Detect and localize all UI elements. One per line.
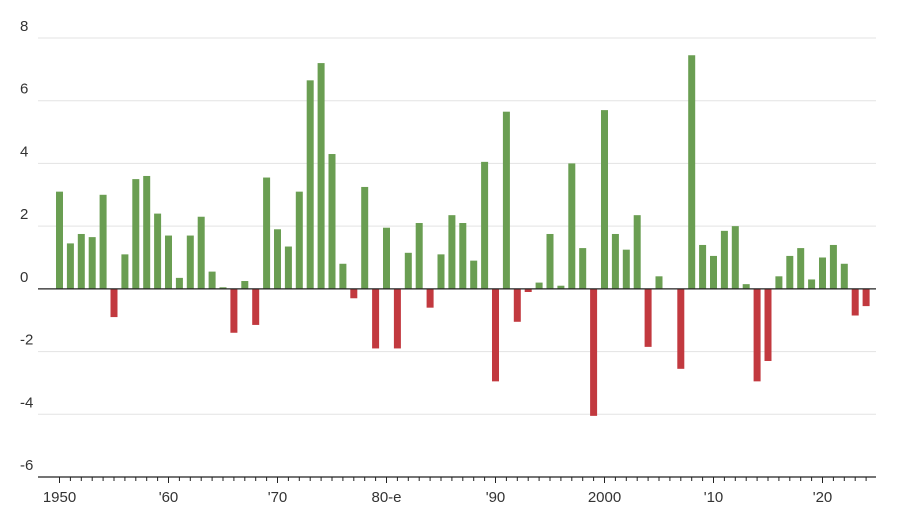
x-tick-label: '90 <box>486 489 506 506</box>
bar-1987 <box>459 223 467 289</box>
bar-1979 <box>372 288 380 349</box>
bar-1960 <box>165 235 172 289</box>
grid-lines <box>38 37 876 478</box>
x-axis: 1950 '60 '70 80-e '90 2000 '10 '20 <box>38 288 876 506</box>
bar-1995 <box>546 233 554 289</box>
bar-2021 <box>829 244 837 289</box>
bar-2003 <box>633 215 641 289</box>
bar-1986 <box>448 215 456 289</box>
bar-1971 <box>284 246 292 289</box>
bar-1968 <box>252 288 260 325</box>
bar-1958 <box>143 175 151 289</box>
bar-1984 <box>426 288 434 308</box>
bar-1997 <box>568 163 576 289</box>
bar-2000 <box>601 110 608 289</box>
bar-2019 <box>808 279 816 289</box>
bar-1969 <box>263 177 271 289</box>
bar-1951 <box>66 243 74 289</box>
bar-2011 <box>720 230 728 289</box>
bar-1963 <box>197 216 205 289</box>
bar-1980 <box>383 227 390 289</box>
bar-2020 <box>819 257 826 289</box>
bar-1976 <box>339 263 347 289</box>
x-tick-label: '60 <box>159 489 179 506</box>
bar-2024 <box>862 288 870 307</box>
bar-1977 <box>350 288 358 299</box>
bar-1962 <box>186 235 194 289</box>
bar-1988 <box>470 260 478 289</box>
x-tick-label: '70 <box>268 489 288 506</box>
y-tick-label: 6 <box>20 81 28 98</box>
bar-1982 <box>404 252 412 289</box>
bar-2014 <box>753 288 761 382</box>
bar-2016 <box>775 276 783 289</box>
bars <box>56 55 870 416</box>
bar-2008 <box>688 55 696 289</box>
bar-1990 <box>492 288 499 382</box>
bar-2001 <box>611 233 619 289</box>
bar-1953 <box>88 237 96 289</box>
bar-2022 <box>840 263 848 289</box>
bar-1964 <box>208 271 216 289</box>
bar-1992 <box>513 288 521 322</box>
y-tick-label: 0 <box>20 269 28 286</box>
y-tick-label: 4 <box>20 143 28 160</box>
bar-2018 <box>797 248 805 289</box>
bar-2005 <box>655 276 663 289</box>
bar-2013 <box>742 284 750 289</box>
bar-2004 <box>644 288 652 347</box>
bar-1998 <box>579 248 587 289</box>
y-tick-label: -2 <box>20 332 33 349</box>
bar-2007 <box>677 288 685 369</box>
y-axis-labels: 8 6 4 2 0 -2 -4 -6 <box>20 18 33 474</box>
bar-1952 <box>77 233 85 289</box>
x-tick-label: '20 <box>813 489 833 506</box>
bar-1966 <box>230 288 238 333</box>
y-tick-label: 8 <box>20 18 28 35</box>
y-tick-label: -6 <box>20 457 33 474</box>
x-tick-label: 2000 <box>588 489 621 506</box>
bar-1959 <box>154 213 162 289</box>
bar-2023 <box>851 288 859 316</box>
x-tick-label: '10 <box>704 489 724 506</box>
bar-1957 <box>132 179 140 289</box>
bar-2012 <box>731 226 739 289</box>
bar-1970 <box>274 229 281 289</box>
bar-1978 <box>361 186 369 289</box>
bar-1974 <box>317 63 325 289</box>
bar-2017 <box>786 255 794 289</box>
bar-1965 <box>219 287 227 289</box>
bar-1961 <box>175 277 183 289</box>
bar-1999 <box>590 288 598 416</box>
bar-1993 <box>524 288 532 292</box>
bar-2002 <box>622 249 630 289</box>
y-tick-label: 2 <box>20 206 28 223</box>
x-tick-label: 80-e <box>371 489 401 506</box>
bar-1955 <box>110 288 118 318</box>
bar-1975 <box>328 154 336 289</box>
bar-2015 <box>764 288 772 361</box>
bar-1989 <box>481 161 489 289</box>
y-tick-label: -4 <box>20 394 33 411</box>
bar-1950 <box>56 191 63 289</box>
bar-1981 <box>393 288 401 349</box>
bar-1985 <box>437 254 445 289</box>
bar-1956 <box>121 254 129 289</box>
bar-1973 <box>306 80 314 289</box>
bar-2010 <box>710 255 717 289</box>
bar-1967 <box>241 281 249 289</box>
bar-1994 <box>535 282 543 289</box>
bar-1991 <box>502 111 510 289</box>
bar-1996 <box>557 285 565 289</box>
bar-1983 <box>415 223 423 289</box>
bar-1972 <box>295 191 303 289</box>
bar-1954 <box>99 194 107 289</box>
x-tick-label: 1950 <box>43 489 76 506</box>
bar-2009 <box>699 244 707 289</box>
